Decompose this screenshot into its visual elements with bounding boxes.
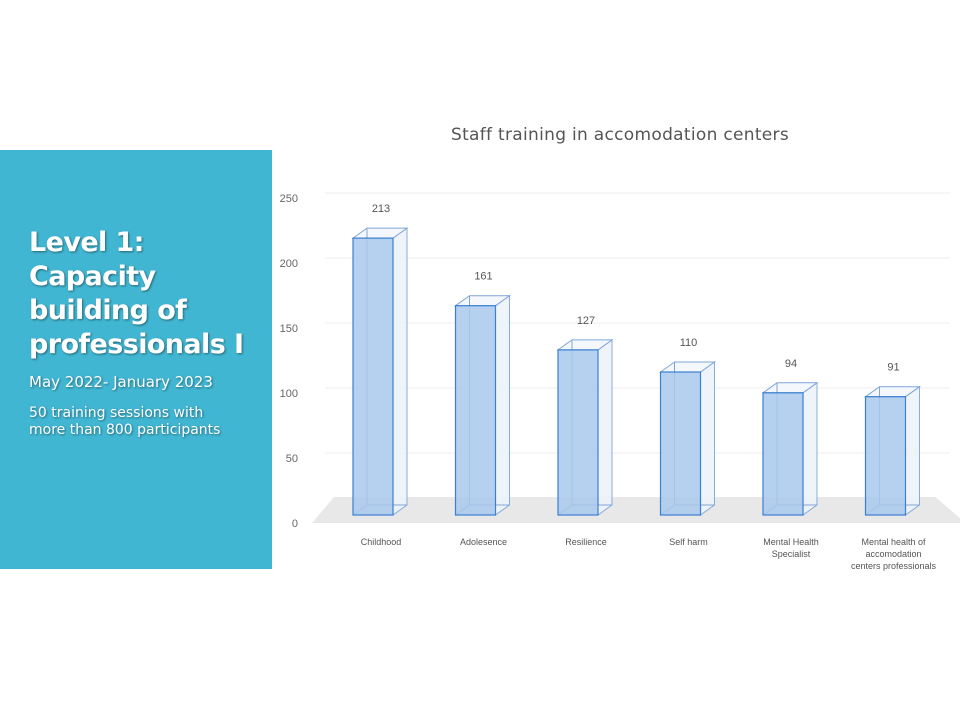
x-category-label: Childhood — [361, 537, 402, 547]
panel-heading: Level 1: Capacity building of profession… — [29, 227, 244, 360]
bar-side — [597, 338, 613, 516]
bar-value-label: 91 — [887, 362, 899, 374]
bar-side — [905, 385, 920, 516]
chart-floor — [312, 497, 960, 523]
bar-value-label: 213 — [372, 203, 390, 215]
y-tick-label: 150 — [280, 323, 298, 335]
x-category-label: Resilience — [565, 537, 607, 547]
bar-side — [392, 227, 408, 516]
side-panel — [0, 150, 272, 569]
bar — [557, 349, 599, 516]
panel-description: 50 training sessions with more than 800 … — [29, 405, 221, 438]
chart-title: Staff training in accomodation centers — [450, 125, 789, 145]
y-tick-label: 100 — [280, 388, 298, 400]
x-category-label: Adolesence — [460, 537, 507, 547]
y-tick-label: 50 — [286, 453, 298, 465]
bar-value-label: 94 — [785, 358, 797, 370]
panel-dates: May 2022- January 2023 — [29, 373, 213, 391]
y-tick-label: 0 — [292, 518, 298, 530]
x-category-label: Mental Health Specialist — [763, 537, 819, 559]
bar-side — [495, 294, 510, 516]
y-tick-label: 250 — [280, 193, 298, 205]
bar — [864, 396, 907, 516]
bar-side — [700, 361, 715, 516]
bar — [352, 237, 394, 516]
bar — [659, 371, 702, 516]
bar-value-label: 110 — [680, 337, 698, 349]
x-category-label: Self harm — [669, 537, 708, 547]
bar-value-label: 127 — [577, 315, 595, 327]
x-category-label: Mental health of accomodation centers prof… — [851, 537, 937, 571]
bar-value-label: 161 — [474, 271, 492, 283]
bar — [454, 305, 497, 516]
y-tick-label: 200 — [280, 258, 298, 270]
bar-side — [802, 381, 818, 516]
bar — [762, 392, 804, 516]
